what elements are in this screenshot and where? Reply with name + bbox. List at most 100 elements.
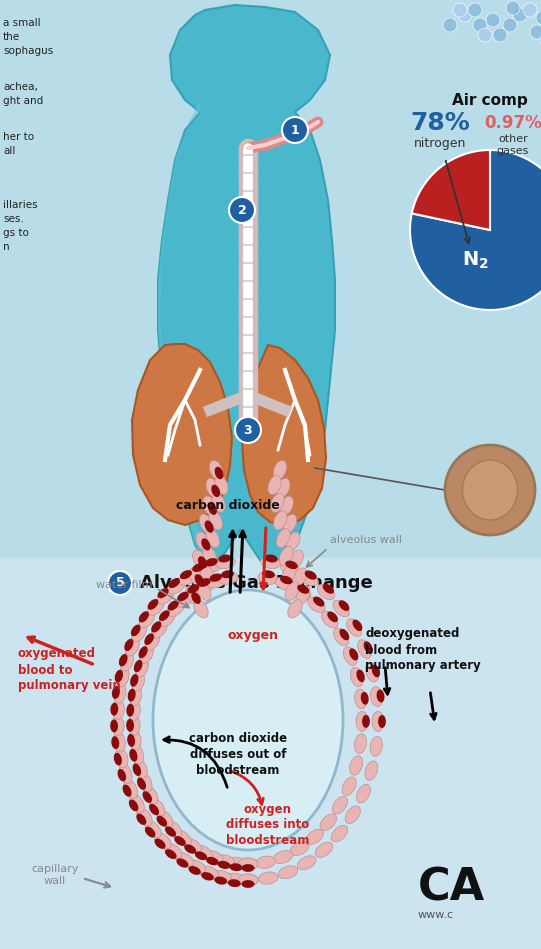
Ellipse shape xyxy=(133,764,141,776)
Ellipse shape xyxy=(292,586,311,600)
Ellipse shape xyxy=(280,576,293,585)
Ellipse shape xyxy=(127,704,134,716)
Ellipse shape xyxy=(149,798,165,816)
Ellipse shape xyxy=(135,658,149,677)
Wedge shape xyxy=(410,150,541,310)
Ellipse shape xyxy=(151,622,161,633)
Ellipse shape xyxy=(119,654,128,666)
Ellipse shape xyxy=(215,855,235,867)
Ellipse shape xyxy=(115,749,128,768)
Ellipse shape xyxy=(258,872,278,884)
Ellipse shape xyxy=(219,554,231,563)
Ellipse shape xyxy=(265,554,278,563)
Ellipse shape xyxy=(134,660,142,672)
Circle shape xyxy=(530,25,541,39)
Circle shape xyxy=(523,3,537,17)
Ellipse shape xyxy=(273,460,287,479)
Ellipse shape xyxy=(193,550,207,568)
Circle shape xyxy=(458,8,472,22)
Ellipse shape xyxy=(112,716,124,735)
Ellipse shape xyxy=(354,734,367,754)
Ellipse shape xyxy=(281,562,300,575)
Ellipse shape xyxy=(137,777,146,790)
Ellipse shape xyxy=(131,623,147,642)
Ellipse shape xyxy=(164,844,182,858)
Ellipse shape xyxy=(129,730,141,750)
Bar xyxy=(0,558,541,949)
Ellipse shape xyxy=(119,764,132,784)
Ellipse shape xyxy=(129,749,137,762)
Text: water film: water film xyxy=(96,580,153,590)
Ellipse shape xyxy=(206,478,220,497)
Wedge shape xyxy=(412,150,490,230)
Ellipse shape xyxy=(343,647,357,665)
Ellipse shape xyxy=(143,786,158,804)
Ellipse shape xyxy=(332,796,347,814)
Ellipse shape xyxy=(372,712,384,732)
Text: her to: her to xyxy=(3,132,34,142)
Ellipse shape xyxy=(215,475,228,494)
Text: all: all xyxy=(3,146,15,156)
Text: CA: CA xyxy=(418,866,485,909)
Ellipse shape xyxy=(145,632,160,650)
Ellipse shape xyxy=(134,759,147,778)
Circle shape xyxy=(108,571,132,595)
Ellipse shape xyxy=(148,599,164,616)
Text: ses.: ses. xyxy=(3,214,24,224)
Text: alveolus wall: alveolus wall xyxy=(330,535,402,545)
Ellipse shape xyxy=(145,821,161,838)
Ellipse shape xyxy=(115,670,123,682)
Ellipse shape xyxy=(209,460,222,479)
Ellipse shape xyxy=(129,686,142,706)
Ellipse shape xyxy=(195,574,204,586)
Ellipse shape xyxy=(228,879,241,887)
Circle shape xyxy=(503,18,517,32)
Ellipse shape xyxy=(241,865,254,872)
Ellipse shape xyxy=(204,851,223,864)
Ellipse shape xyxy=(320,814,337,830)
Ellipse shape xyxy=(192,592,201,604)
Ellipse shape xyxy=(327,611,338,623)
Ellipse shape xyxy=(238,858,258,870)
Ellipse shape xyxy=(164,821,182,837)
Ellipse shape xyxy=(127,734,135,747)
Ellipse shape xyxy=(111,736,119,749)
Circle shape xyxy=(486,13,500,27)
Text: ght and: ght and xyxy=(3,96,43,106)
Ellipse shape xyxy=(174,836,186,846)
Ellipse shape xyxy=(349,648,358,661)
Ellipse shape xyxy=(241,880,254,888)
Ellipse shape xyxy=(204,520,214,532)
Ellipse shape xyxy=(187,585,200,593)
Ellipse shape xyxy=(177,591,189,602)
Ellipse shape xyxy=(212,493,225,512)
Ellipse shape xyxy=(200,565,214,583)
Polygon shape xyxy=(158,5,335,560)
Ellipse shape xyxy=(270,493,284,512)
Text: a small: a small xyxy=(3,18,41,28)
Ellipse shape xyxy=(195,851,207,860)
Ellipse shape xyxy=(165,827,176,837)
Ellipse shape xyxy=(184,845,196,854)
Ellipse shape xyxy=(151,621,167,638)
Ellipse shape xyxy=(217,861,230,869)
Ellipse shape xyxy=(176,592,194,607)
Ellipse shape xyxy=(305,570,316,580)
Ellipse shape xyxy=(285,561,298,569)
Ellipse shape xyxy=(296,586,310,605)
Ellipse shape xyxy=(342,777,357,795)
Ellipse shape xyxy=(280,496,293,515)
Ellipse shape xyxy=(209,511,222,530)
Ellipse shape xyxy=(321,611,338,628)
Ellipse shape xyxy=(167,579,186,594)
Text: achea,: achea, xyxy=(3,82,38,92)
Ellipse shape xyxy=(132,672,144,691)
Ellipse shape xyxy=(345,806,360,824)
Ellipse shape xyxy=(212,485,220,497)
Ellipse shape xyxy=(229,864,242,871)
Ellipse shape xyxy=(199,866,219,879)
Text: other
gases: other gases xyxy=(497,134,529,156)
Ellipse shape xyxy=(199,514,213,533)
Ellipse shape xyxy=(175,852,194,866)
Circle shape xyxy=(453,3,467,17)
